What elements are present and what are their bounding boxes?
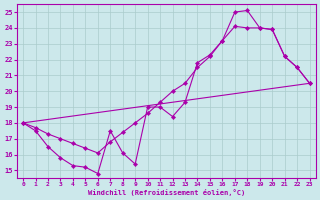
X-axis label: Windchill (Refroidissement éolien,°C): Windchill (Refroidissement éolien,°C) — [88, 189, 245, 196]
